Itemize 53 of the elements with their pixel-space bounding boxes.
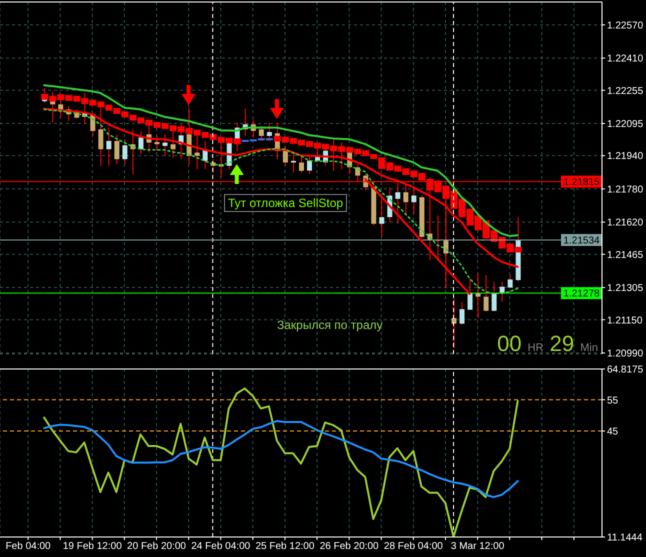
y-tick-label: 1.22255: [607, 86, 644, 97]
y-tick-label: 1.21305: [607, 283, 644, 294]
candlestick: [298, 157, 304, 173]
y-tick-label: 1.22410: [607, 54, 644, 65]
candlestick: [492, 281, 497, 312]
candlestick: [508, 274, 513, 289]
line-series: [43, 387, 519, 537]
annotation: 00 HR 29 Min: [497, 331, 598, 356]
y-tick-label: 1.21620: [607, 218, 644, 229]
y-tick-label: 55: [607, 395, 619, 406]
y-tick-label: 1.21465: [607, 250, 644, 261]
annotation: Тут отложка SellStop: [228, 196, 344, 210]
y-tick-label: 45: [607, 426, 619, 438]
ref-line-label: 1.21815: [563, 177, 600, 188]
x-tick-label: 26 Feb 20:00: [320, 541, 380, 552]
candlestick: [484, 274, 489, 312]
line-series: [43, 84, 519, 238]
candlestick: [290, 152, 296, 173]
y-tick-label: 64.8175: [607, 364, 644, 376]
x-tick-label: 28 Feb 04:00: [384, 541, 444, 552]
candlestick: [403, 183, 408, 214]
x-tick-label: 25 Feb 12:00: [255, 541, 315, 552]
candlestick: [106, 127, 112, 166]
candlestick: [395, 180, 400, 224]
y-tick-label: 1.21780: [607, 184, 644, 196]
ref-line-label: 1.21278: [563, 288, 600, 300]
candlestick: [476, 272, 481, 319]
candlestick: [411, 188, 416, 214]
candlestick: [122, 138, 128, 165]
candlestick: [500, 281, 505, 302]
candlestick: [307, 155, 312, 174]
y-tick-label: 11.1444: [607, 532, 643, 544]
candlestick: [138, 130, 144, 155]
line-series: [43, 420, 519, 498]
candlestick: [282, 145, 288, 166]
y-tick-label: 1.22570: [607, 20, 644, 32]
y-tick-label: 1.21940: [607, 151, 644, 162]
y-tick-label: 1.21150: [607, 315, 643, 326]
candlestick: [379, 195, 384, 238]
x-tick-label: Feb 04:00: [6, 541, 52, 552]
candlestick: [460, 302, 465, 326]
ref-line-label: 1.21534: [563, 235, 600, 246]
y-tick-label: 1.22095: [607, 119, 644, 130]
y-tick-label: 1.20990: [607, 348, 644, 360]
note-frame: Тут отложка SellStop: [224, 194, 348, 212]
x-tick-label: 3 Mar 12:00: [450, 541, 505, 552]
x-tick-label: 20 Feb 20:00: [127, 541, 186, 552]
annotation: Закрылся по тралу: [277, 318, 383, 332]
x-tick-label: 19 Feb 12:00: [62, 541, 122, 552]
x-tick-label: 24 Feb 04:00: [191, 541, 251, 552]
candlestick: [162, 134, 168, 156]
candlestick: [114, 134, 120, 165]
candlestick: [154, 135, 160, 152]
